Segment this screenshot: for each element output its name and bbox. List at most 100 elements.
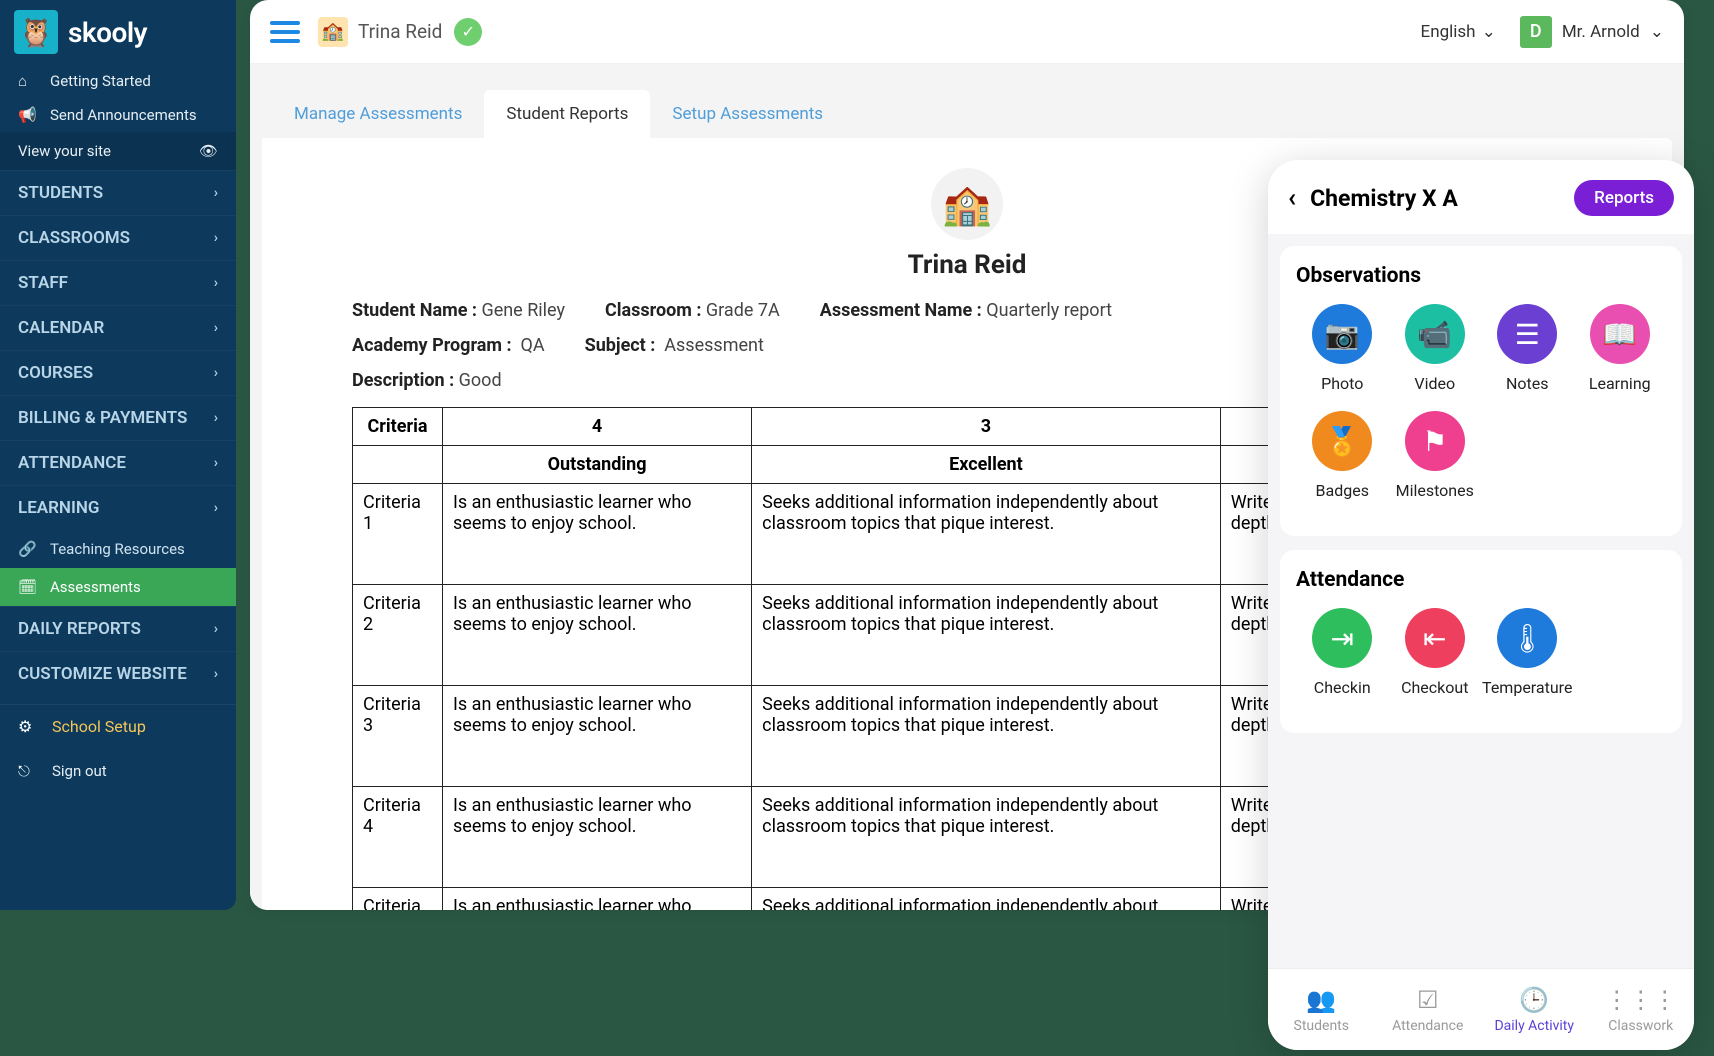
sidebar-sub-teaching-resources[interactable]: 🔗 Teaching Resources	[0, 530, 236, 568]
school-icon: 🏫	[318, 17, 348, 47]
tab-setup-assessments[interactable]: Setup Assessments	[650, 90, 845, 138]
students-icon: 👥	[1306, 986, 1336, 1014]
chevron-down-icon: ⌄	[1482, 22, 1496, 42]
criteria-label: Criteria	[353, 888, 443, 911]
mobile-header: ‹ Chemistry X A Reports	[1268, 160, 1694, 234]
mobile-body: Observations 📷Photo📹Video☰Notes 📖 Learning…	[1268, 234, 1694, 968]
meta-program: Academy Program : QA	[352, 335, 545, 356]
sidebar-nav-attendance[interactable]: ATTENDANCE›	[0, 440, 236, 485]
user-name-label: Mr. Arnold	[1562, 22, 1640, 42]
sidebar-sub-assessments[interactable]: 🗓 Assessments	[0, 568, 236, 606]
chevron-right-icon: ›	[214, 410, 218, 426]
calendar-icon: 🗓	[18, 578, 38, 596]
attendance-title: Attendance	[1296, 568, 1666, 592]
sidebar-send-announcements-label: Send Announcements	[50, 106, 197, 124]
sidebar-nav-billing-payments[interactable]: BILLING & PAYMENTS›	[0, 395, 236, 440]
user-menu[interactable]: D Mr. Arnold ⌄	[1520, 16, 1664, 48]
temp-icon: 🌡	[1497, 608, 1557, 668]
avatar: D	[1520, 16, 1552, 48]
observation-item-photo[interactable]: 📷Photo	[1296, 304, 1389, 393]
mobile-tabbar: 👥 Students ☑Attendance🕒Daily Activity⋮⋮⋮Cl…	[1268, 968, 1694, 1050]
sidebar-getting-started[interactable]: ⌂ Getting Started	[0, 64, 236, 98]
attendance-item-label: Checkin	[1314, 678, 1371, 697]
attendance-item-label: Temperature	[1482, 678, 1572, 697]
tab-label: Students	[1294, 1018, 1349, 1034]
chevron-down-icon: ⌄	[1650, 22, 1664, 42]
checkout-icon: ⇤	[1405, 608, 1465, 668]
observation-item-label: Learning	[1589, 374, 1651, 393]
criteria-label: Criteria 3	[353, 686, 443, 787]
chevron-right-icon: ›	[214, 185, 218, 201]
topbar: 🏫 Trina Reid ✓ English ⌄ D Mr. Arnold ⌄	[250, 0, 1684, 64]
observation-item-milestones[interactable]: ⚑Milestones	[1389, 411, 1482, 500]
checkin-icon: ⇥	[1312, 608, 1372, 668]
cell-outstanding: Is an enthusiastic learner who seems to …	[443, 585, 752, 686]
brand-name: skooly	[68, 16, 147, 49]
notes-icon: ☰	[1497, 304, 1557, 364]
attendance-item-temperature[interactable]: 🌡 Temperature	[1481, 608, 1574, 697]
topbar-student-name: Trina Reid	[358, 20, 442, 43]
meta-description: Description : Good	[352, 370, 502, 391]
back-button[interactable]: ‹	[1288, 183, 1296, 213]
menu-toggle-button[interactable]	[270, 21, 300, 43]
cell-excellent: Seeks additional information independent…	[752, 888, 1221, 911]
mobile-tab-students[interactable]: 👥 Students	[1268, 969, 1375, 1050]
tab-label: Classwork	[1608, 1018, 1673, 1034]
mobile-tab-attendance[interactable]: ☑Attendance	[1375, 969, 1482, 1050]
observations-card: Observations 📷Photo📹Video☰Notes 📖 Learning…	[1280, 246, 1682, 536]
attendance-item-label: Checkout	[1401, 678, 1468, 697]
meta-subject: Subject : Assessment	[585, 335, 764, 356]
chevron-right-icon: ›	[214, 230, 218, 246]
sidebar-nav-courses[interactable]: COURSES›	[0, 350, 236, 395]
tab-manage-assessments[interactable]: Manage Assessments	[272, 90, 484, 138]
sidebar-view-site[interactable]: View your site 👁	[0, 132, 236, 170]
attendance-card: Attendance ⇥ Checkin ⇤ Checkout 🌡 Temperature	[1280, 550, 1682, 733]
sidebar-sign-out[interactable]: ⎋ Sign out	[0, 748, 236, 794]
sidebar-send-announcements[interactable]: 📢 Send Announcements	[0, 98, 236, 132]
mobile-tab-daily-activity[interactable]: 🕒Daily Activity	[1481, 969, 1588, 1050]
sidebar-nav-daily-reports[interactable]: DAILY REPORTS›	[0, 606, 236, 651]
sidebar-nav-classrooms[interactable]: CLASSROOMS›	[0, 215, 236, 260]
school-setup-label: School Setup	[52, 717, 146, 736]
attendance-item-checkin[interactable]: ⇥ Checkin	[1296, 608, 1389, 697]
tab-label: Daily Activity	[1494, 1018, 1574, 1034]
language-label: English	[1421, 22, 1476, 42]
cell-outstanding: Is an enthusiastic learner who seems to …	[443, 686, 752, 787]
learning-icon: 📖	[1590, 304, 1650, 364]
language-selector[interactable]: English ⌄	[1421, 22, 1496, 42]
sidebar-school-setup[interactable]: ⚙ School Setup	[0, 704, 236, 748]
chevron-right-icon: ›	[214, 365, 218, 381]
tab-student-reports[interactable]: Student Reports	[484, 90, 650, 138]
cell-excellent: Seeks additional information independent…	[752, 484, 1221, 585]
observation-item-video[interactable]: 📹Video	[1389, 304, 1482, 393]
mobile-panel: ‹ Chemistry X A Reports Observations 📷Ph…	[1268, 160, 1694, 1050]
attendance-item-checkout[interactable]: ⇤ Checkout	[1389, 608, 1482, 697]
sidebar-nav-calendar[interactable]: CALENDAR›	[0, 305, 236, 350]
badge-icon: 🏅	[1312, 411, 1372, 471]
sidebar-nav-customize-website[interactable]: CUSTOMIZE WEBSITE›	[0, 651, 236, 696]
chevron-right-icon: ›	[214, 500, 218, 516]
video-icon: 📹	[1405, 304, 1465, 364]
teaching-resources-label: Teaching Resources	[50, 540, 185, 558]
sign-out-label: Sign out	[52, 762, 107, 780]
eye-icon: 👁	[199, 142, 218, 160]
mobile-tab-classwork[interactable]: ⋮⋮⋮Classwork	[1588, 969, 1695, 1050]
tab-label: Attendance	[1392, 1018, 1463, 1034]
sidebar-nav-learning[interactable]: LEARNING›	[0, 485, 236, 530]
sidebar-getting-started-label: Getting Started	[50, 72, 151, 90]
meta-student-name: Student Name : Gene Riley	[352, 300, 565, 321]
cell-outstanding: Is an enthusiastic learner who seems to …	[443, 888, 752, 911]
sidebar-view-site-label: View your site	[18, 142, 111, 160]
sidebar: 🦉 skooly ⌂ Getting Started 📢 Send Announ…	[0, 0, 236, 910]
cell-outstanding: Is an enthusiastic learner who seems to …	[443, 787, 752, 888]
observation-item-learning[interactable]: 📖 Learning	[1574, 304, 1667, 393]
observations-title: Observations	[1296, 264, 1666, 288]
sidebar-nav-students[interactable]: STUDENTS›	[0, 170, 236, 215]
reports-button[interactable]: Reports	[1574, 180, 1674, 216]
observation-item-badges[interactable]: 🏅 Badges	[1296, 411, 1389, 500]
observation-item-notes[interactable]: ☰Notes	[1481, 304, 1574, 393]
camera-icon: 📷	[1312, 304, 1372, 364]
observation-item-label: Badges	[1316, 481, 1369, 500]
sidebar-nav-staff[interactable]: STAFF›	[0, 260, 236, 305]
mobile-title: Chemistry X A	[1310, 185, 1560, 212]
